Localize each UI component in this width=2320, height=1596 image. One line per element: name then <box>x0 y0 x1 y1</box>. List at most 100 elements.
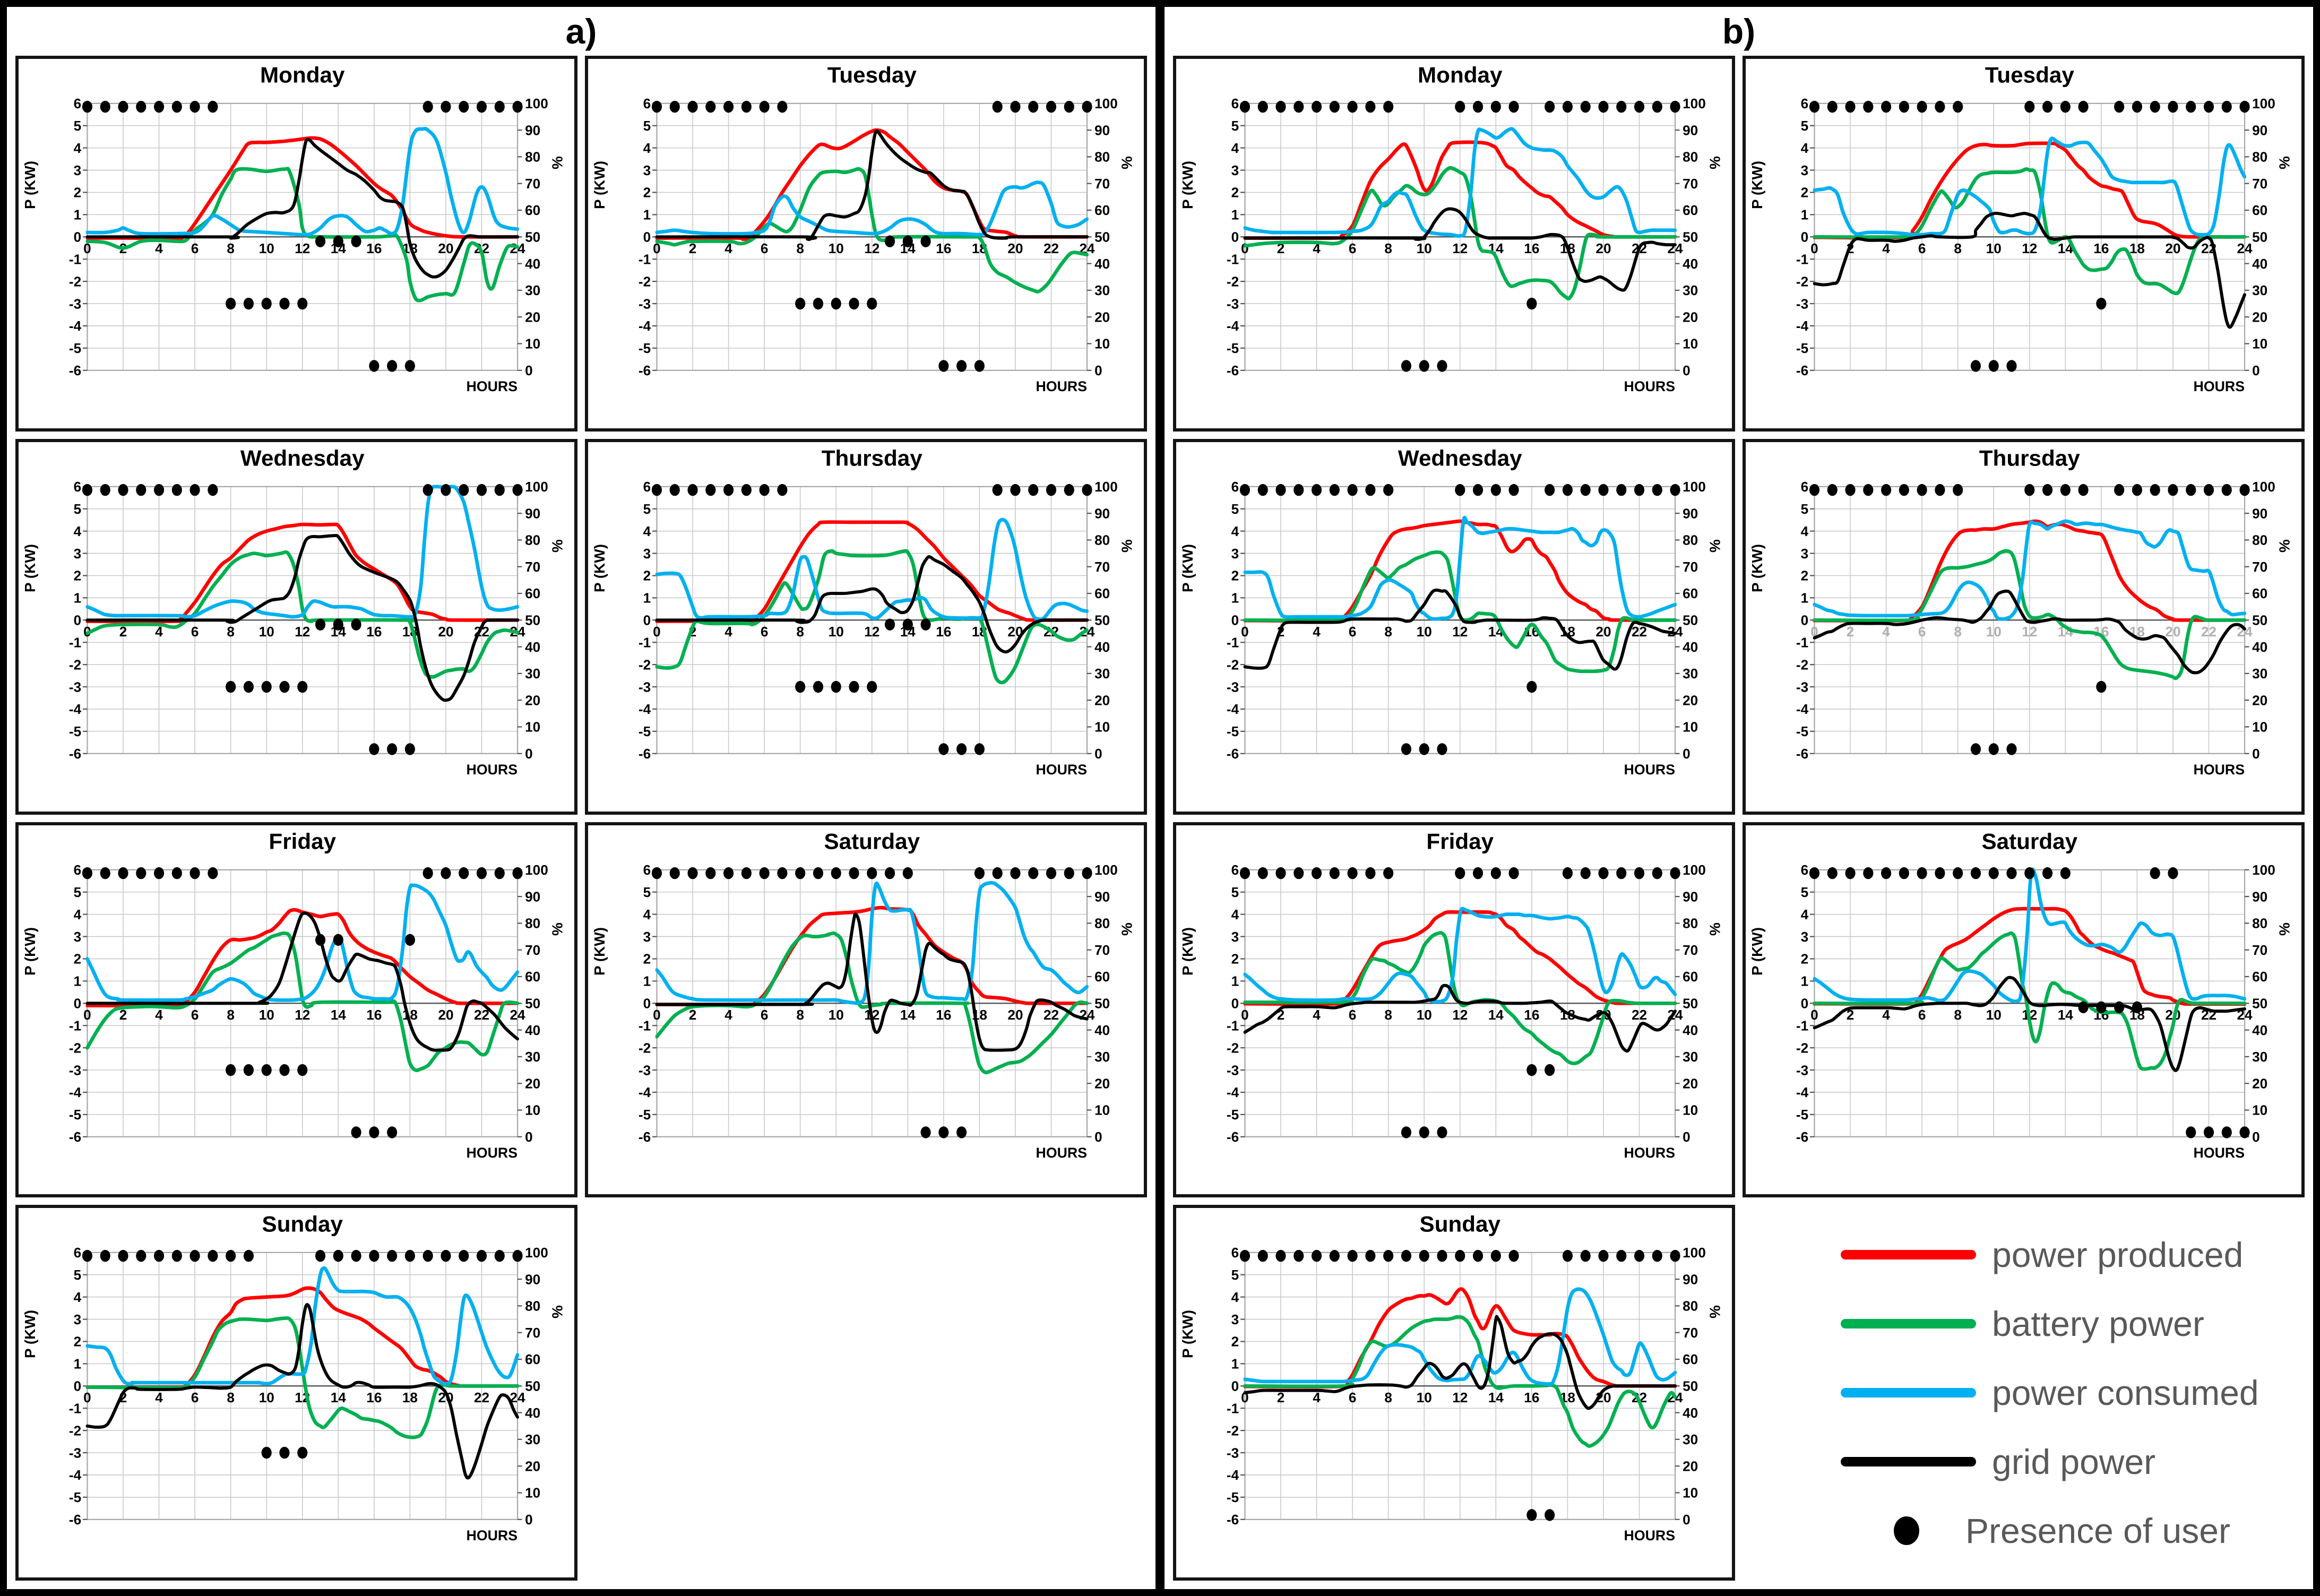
svg-text:80: 80 <box>525 149 540 165</box>
svg-text:10: 10 <box>1986 1007 2002 1023</box>
chart-title: Tuesday <box>1985 63 2075 88</box>
svg-text:90: 90 <box>2252 888 2267 904</box>
right-axis-label: % <box>549 922 565 936</box>
svg-text:10: 10 <box>1986 240 2002 256</box>
svg-text:4: 4 <box>74 1289 82 1305</box>
series-lines <box>1813 867 2246 1072</box>
svg-text:30: 30 <box>1683 282 1698 298</box>
svg-text:2: 2 <box>689 240 697 256</box>
series-consumed <box>1243 127 1677 238</box>
right-axis-label: % <box>1118 922 1135 936</box>
svg-text:3: 3 <box>74 928 82 944</box>
svg-text:-6: -6 <box>639 1129 651 1145</box>
svg-text:3: 3 <box>1231 1312 1239 1327</box>
svg-text:2: 2 <box>74 568 82 584</box>
svg-text:0: 0 <box>1683 746 1691 762</box>
svg-text:16: 16 <box>936 1007 951 1023</box>
chart-canvas-a-saturday: -6-5-4-3-2-10123456010203040506070809010… <box>591 829 1135 1160</box>
series-consumed <box>1243 1287 1677 1386</box>
presence-dot-icon <box>1894 1516 1919 1546</box>
svg-text:30: 30 <box>2252 282 2267 298</box>
svg-text:22: 22 <box>1043 1007 1059 1023</box>
svg-text:6: 6 <box>1918 1007 1926 1023</box>
svg-text:6: 6 <box>1801 479 1809 495</box>
svg-text:0: 0 <box>1241 624 1249 640</box>
svg-text:80: 80 <box>525 915 540 931</box>
svg-text:1: 1 <box>74 973 82 989</box>
svg-text:-1: -1 <box>1227 634 1239 650</box>
series-battery <box>655 931 1089 1074</box>
series-battery <box>1243 1315 1677 1448</box>
chart-b-tuesday: -6 -5 -4 -3 -2 -1 0 1 2 3 4 5 6 0 10 20 30 40 50 60 70 80 90 10… <box>1743 56 2305 432</box>
svg-text:4: 4 <box>1231 906 1239 922</box>
series-lines <box>655 128 1089 294</box>
legend-item-grid-power: grid power <box>1841 1442 2155 1482</box>
svg-text:50: 50 <box>1094 612 1110 628</box>
svg-text:-5: -5 <box>69 1107 81 1123</box>
svg-text:10: 10 <box>1683 336 1698 352</box>
legend-line-sample <box>1841 1457 1976 1467</box>
svg-text:50: 50 <box>1094 229 1110 245</box>
svg-text:40: 40 <box>1094 639 1110 655</box>
svg-text:70: 70 <box>2252 942 2267 958</box>
svg-text:-6: -6 <box>69 363 81 378</box>
svg-text:6: 6 <box>1801 862 1809 878</box>
svg-text:0: 0 <box>1241 1007 1249 1023</box>
svg-text:0: 0 <box>1810 240 1818 256</box>
svg-text:-1: -1 <box>69 252 81 268</box>
svg-text:60: 60 <box>1683 969 1698 985</box>
svg-text:30: 30 <box>525 282 540 298</box>
chart-canvas-a-wednesday: -6-5-4-3-2-10123456010203040506070809010… <box>22 446 566 778</box>
svg-text:0: 0 <box>1231 1378 1239 1394</box>
chart-canvas-b-friday: -6-5-4-3-2-10123456010203040506070809010… <box>1179 829 1723 1160</box>
svg-text:20: 20 <box>525 692 540 708</box>
svg-text:3: 3 <box>643 546 651 562</box>
svg-text:60: 60 <box>2252 202 2267 218</box>
svg-text:60: 60 <box>1094 969 1110 985</box>
svg-text:-5: -5 <box>1227 723 1239 739</box>
right-axis-label: % <box>1706 156 1723 169</box>
svg-text:4: 4 <box>155 624 163 640</box>
svg-text:-4: -4 <box>69 1084 82 1100</box>
svg-text:4: 4 <box>1313 1007 1321 1023</box>
svg-text:50: 50 <box>1683 995 1698 1011</box>
chart-b-thursday: -6 -5 -4 -3 -2 -1 0 1 2 3 4 5 6 0 10 20 30 40 50 60 70 80 90 10… <box>1743 438 2305 815</box>
svg-text:0: 0 <box>83 1390 91 1405</box>
svg-text:6: 6 <box>191 1007 199 1023</box>
svg-text:3: 3 <box>1231 928 1239 944</box>
svg-text:20: 20 <box>1094 309 1110 325</box>
svg-text:30: 30 <box>1094 1049 1110 1065</box>
svg-text:-3: -3 <box>69 1445 81 1461</box>
chart-title: Monday <box>1418 63 1503 88</box>
svg-text:70: 70 <box>1094 176 1110 192</box>
svg-text:10: 10 <box>1417 1007 1432 1023</box>
svg-text:24: 24 <box>510 1007 525 1023</box>
svg-text:80: 80 <box>525 532 540 548</box>
svg-text:5: 5 <box>643 884 651 900</box>
svg-text:1: 1 <box>74 207 82 223</box>
presence-dots <box>1239 867 1680 1138</box>
svg-text:12: 12 <box>864 624 879 640</box>
svg-text:0: 0 <box>1231 229 1239 245</box>
svg-text:-5: -5 <box>1796 1107 1808 1123</box>
svg-text:30: 30 <box>1683 1049 1698 1065</box>
svg-text:5: 5 <box>1231 884 1239 900</box>
svg-text:5: 5 <box>1801 118 1809 134</box>
svg-text:5: 5 <box>643 501 651 517</box>
svg-text:20: 20 <box>1007 240 1023 256</box>
svg-text:0: 0 <box>1801 995 1809 1011</box>
series-grid <box>655 912 1089 1052</box>
svg-text:16: 16 <box>936 624 951 640</box>
svg-text:60: 60 <box>2252 585 2267 601</box>
series-produced <box>1243 140 1677 240</box>
svg-text:3: 3 <box>1801 162 1809 178</box>
series-battery <box>655 549 1089 684</box>
svg-text:50: 50 <box>525 229 540 245</box>
left-axis-label: P (KW) <box>591 544 608 592</box>
svg-text:10: 10 <box>525 336 540 352</box>
svg-text:-3: -3 <box>69 296 81 312</box>
svg-text:-5: -5 <box>1227 1489 1239 1505</box>
svg-text:90: 90 <box>525 888 540 904</box>
chart-canvas-b-tuesday: -6-5-4-3-2-10123456010203040506070809010… <box>1749 63 2293 394</box>
svg-text:-1: -1 <box>69 634 81 650</box>
